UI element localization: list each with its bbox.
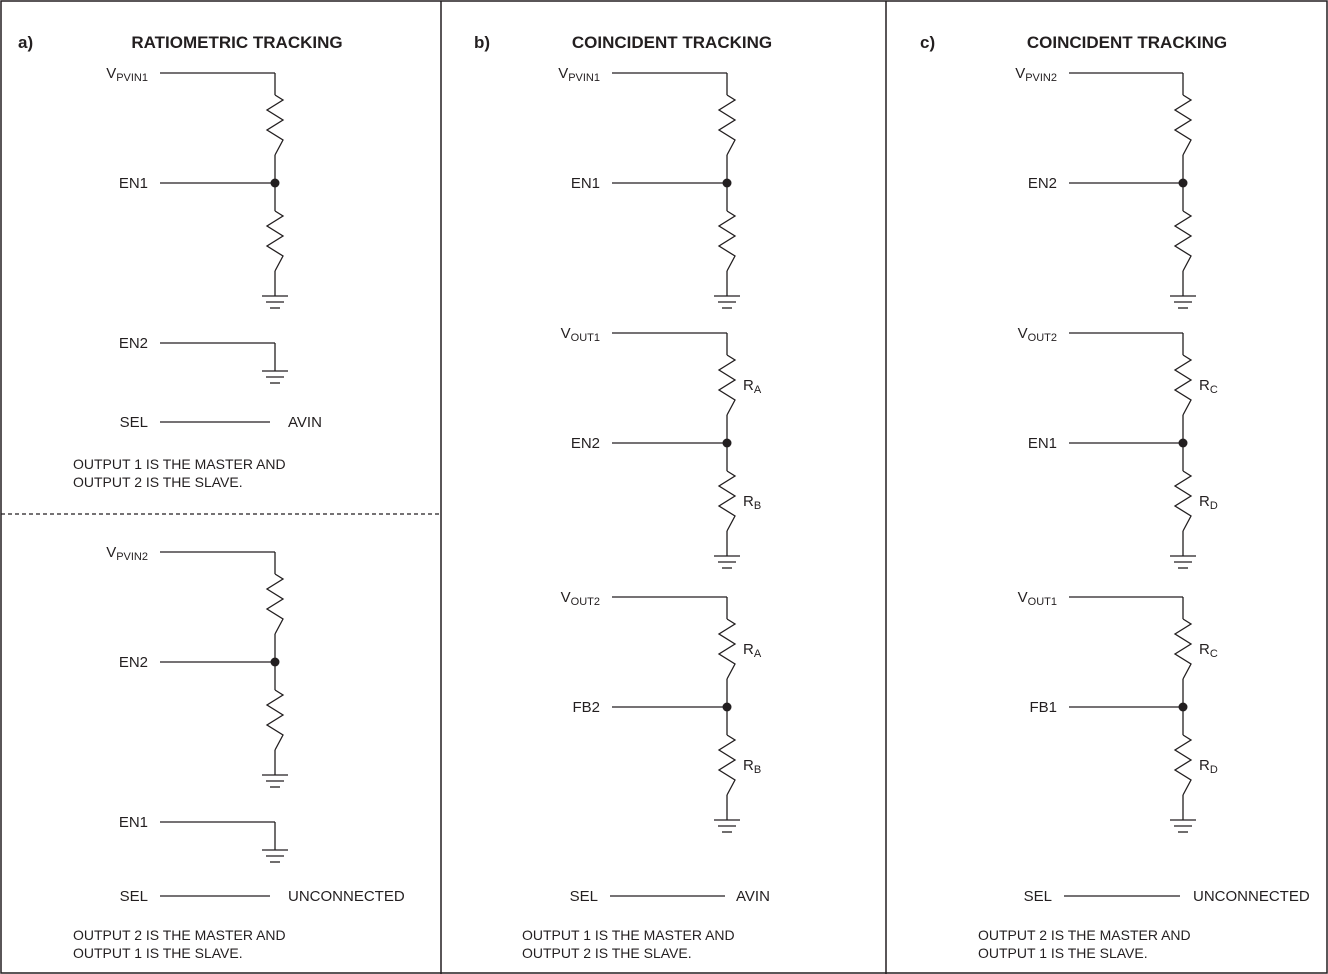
resistor-bottom-label-subscript: D [1210, 764, 1218, 776]
sel-value: UNCONNECTED [288, 888, 405, 905]
resistor-bottom-label: RD [1199, 757, 1218, 776]
grounded-pin-label: EN1 [119, 814, 148, 831]
divider-node-label: VPVIN2 [1015, 65, 1057, 84]
resistor [265, 94, 285, 156]
resistor [717, 470, 737, 532]
note-line: OUTPUT 1 IS THE MASTER AND [73, 456, 286, 472]
divider-node-label-main: V [1018, 325, 1028, 342]
note-line: OUTPUT 2 IS THE SLAVE. [73, 474, 243, 490]
divider-node-label: VOUT1 [561, 325, 600, 344]
resistor [717, 94, 737, 156]
resistor-bottom-label-main: R [1199, 757, 1210, 774]
panel-title: COINCIDENT TRACKING [572, 33, 772, 52]
note-line: OUTPUT 1 IS THE MASTER AND [522, 927, 735, 943]
divider-node-label-subscript: PVIN1 [116, 72, 148, 84]
resistor [265, 573, 285, 635]
panel-letter: b) [474, 33, 490, 52]
resistor [717, 734, 737, 796]
divider-node-label-subscript: OUT2 [1028, 332, 1057, 344]
divider-node-label-subscript: OUT1 [1028, 596, 1057, 608]
resistor [1173, 210, 1193, 272]
resistor-top-label-subscript: C [1210, 648, 1218, 660]
divider-mid-label: FB2 [572, 699, 600, 716]
panel-title: RATIOMETRIC TRACKING [131, 33, 342, 52]
resistor-top-label: RA [743, 377, 762, 396]
resistor [1173, 734, 1193, 796]
resistor-top-label-main: R [1199, 641, 1210, 658]
resistor-bottom-label-subscript: B [754, 500, 761, 512]
divider-node-label: VOUT1 [1018, 589, 1057, 608]
sel-value: UNCONNECTED [1193, 888, 1310, 905]
grounded-pin-label: EN2 [119, 335, 148, 352]
divider-mid-label: EN1 [1028, 435, 1057, 452]
note-line: OUTPUT 2 IS THE MASTER AND [978, 927, 1191, 943]
sel-value: AVIN [736, 888, 770, 905]
divider-node-label-main: V [561, 589, 571, 606]
resistor-top-label: RC [1199, 641, 1218, 660]
resistor-bottom-label: RB [743, 757, 761, 776]
note-line: OUTPUT 1 IS THE SLAVE. [978, 945, 1148, 961]
note-line: OUTPUT 2 IS THE MASTER AND [73, 927, 286, 943]
divider-mid-label: EN2 [1028, 175, 1057, 192]
divider-node-label-subscript: PVIN1 [568, 72, 600, 84]
divider-node-label-main: V [1015, 65, 1025, 82]
divider-node-label-subscript: PVIN2 [1025, 72, 1057, 84]
panel-letter: a) [18, 33, 33, 52]
divider-node-label-main: V [558, 65, 568, 82]
divider-mid-label: EN2 [119, 654, 148, 671]
sel-label: SEL [1024, 888, 1052, 905]
sel-label: SEL [570, 888, 598, 905]
divider-node-label: VPVIN1 [106, 65, 148, 84]
resistor-top-label-subscript: A [754, 384, 762, 396]
resistor-top-label: RA [743, 641, 762, 660]
panel-title: COINCIDENT TRACKING [1027, 33, 1227, 52]
divider-node-label: VOUT2 [1018, 325, 1057, 344]
resistor-bottom-label-main: R [1199, 493, 1210, 510]
divider-node-label: VOUT2 [561, 589, 600, 608]
divider-node-label-main: V [561, 325, 571, 342]
divider-node-label-main: V [106, 65, 116, 82]
resistor [717, 210, 737, 272]
resistor [1173, 470, 1193, 532]
divider-node-label-main: V [106, 544, 116, 561]
resistor-top-label: RC [1199, 377, 1218, 396]
divider-mid-label: EN1 [119, 175, 148, 192]
note-line: OUTPUT 2 IS THE SLAVE. [522, 945, 692, 961]
resistor-bottom-label-subscript: D [1210, 500, 1218, 512]
resistor-bottom-label: RB [743, 493, 761, 512]
divider-node-label-main: V [1018, 589, 1028, 606]
resistor [717, 354, 737, 416]
divider-node-label-subscript: OUT2 [571, 596, 600, 608]
divider-mid-label: FB1 [1029, 699, 1057, 716]
resistor-bottom-label-main: R [743, 493, 754, 510]
sel-label: SEL [120, 888, 148, 905]
note-line: OUTPUT 1 IS THE SLAVE. [73, 945, 243, 961]
resistor-top-label-main: R [1199, 377, 1210, 394]
resistor [1173, 94, 1193, 156]
resistor-top-label-subscript: A [754, 648, 762, 660]
resistor-bottom-label-main: R [743, 757, 754, 774]
panel-letter: c) [920, 33, 935, 52]
divider-node-label: VPVIN2 [106, 544, 148, 563]
resistor-top-label-subscript: C [1210, 384, 1218, 396]
divider-node-label-subscript: OUT1 [571, 332, 600, 344]
divider-mid-label: EN2 [571, 435, 600, 452]
divider-node-label: VPVIN1 [558, 65, 600, 84]
resistor-top-label-main: R [743, 641, 754, 658]
sel-value: AVIN [288, 414, 322, 431]
resistor [1173, 618, 1193, 680]
sel-label: SEL [120, 414, 148, 431]
resistor-bottom-label-subscript: B [754, 764, 761, 776]
resistor [265, 689, 285, 751]
resistor [717, 618, 737, 680]
resistor-top-label-main: R [743, 377, 754, 394]
resistor [265, 210, 285, 272]
divider-mid-label: EN1 [571, 175, 600, 192]
divider-node-label-subscript: PVIN2 [116, 551, 148, 563]
resistor-bottom-label: RD [1199, 493, 1218, 512]
resistor [1173, 354, 1193, 416]
